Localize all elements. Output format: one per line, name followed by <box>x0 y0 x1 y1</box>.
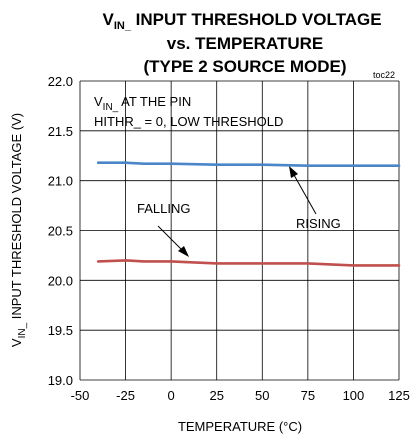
x-tick-label-2: 0 <box>168 388 175 403</box>
falling-arrow-head <box>178 246 189 257</box>
y-tick-label-5: 21.5 <box>48 124 73 139</box>
series-label-rising: RISING <box>296 216 341 231</box>
falling-arrow-line <box>157 225 183 251</box>
series-group <box>96 161 401 267</box>
y-axis-label: VIN_ INPUT THRESHOLD VOLTAGE (V) <box>9 113 28 347</box>
y-tick-label-2: 20.0 <box>48 273 73 288</box>
x-tick-label-4: 50 <box>255 388 269 403</box>
x-axis-label: TEMPERATURE (°C) <box>178 419 302 434</box>
x-tick-label-3: 25 <box>209 388 223 403</box>
chart-title-line-1: VIN_ INPUT THRESHOLD VOLTAGE <box>102 10 381 32</box>
series-label-falling: FALLING <box>137 201 190 216</box>
x-tick-label-1: -25 <box>116 388 135 403</box>
rising-arrow-line <box>293 174 317 215</box>
series-line-rising <box>96 161 401 167</box>
rising-arrow-head <box>289 166 298 178</box>
figure-id: toc22 <box>373 70 395 80</box>
condition-line-1: VIN_ AT THE PIN <box>94 94 191 113</box>
series-line-falling <box>96 259 401 267</box>
y-tick-label-4: 21.0 <box>48 174 73 189</box>
condition-line-2: HITHR_ = 0, LOW THRESHOLD <box>94 114 283 129</box>
chart-title-line-3: (TYPE 2 SOURCE MODE) <box>143 57 346 76</box>
tick-labels: -50 -25 0 25 50 75 100 125 19.0 19.5 20.0 20.5 21.0 2… <box>48 74 410 403</box>
x-tick-label-7: 125 <box>388 388 410 403</box>
y-tick-label-6: 22.0 <box>48 74 73 89</box>
y-tick-label-3: 20.5 <box>48 224 73 239</box>
x-tick-label-6: 100 <box>343 388 365 403</box>
y-tick-label-1: 19.5 <box>48 323 73 338</box>
x-tick-label-0: -50 <box>71 388 90 403</box>
y-tick-label-0: 19.0 <box>48 373 73 388</box>
x-tick-label-5: 75 <box>301 388 315 403</box>
chart-title-line-2: vs. TEMPERATURE <box>167 34 324 53</box>
grid <box>79 80 400 381</box>
